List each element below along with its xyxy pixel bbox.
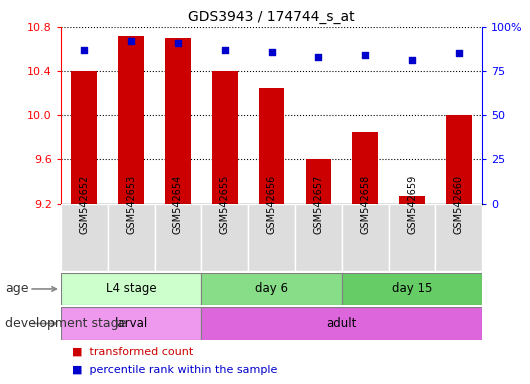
Text: day 15: day 15 bbox=[392, 283, 432, 295]
Point bbox=[408, 57, 417, 63]
Bar bbox=[61, 273, 201, 305]
Bar bbox=[436, 204, 482, 271]
Point bbox=[80, 47, 89, 53]
Bar bbox=[118, 36, 144, 204]
Text: ■  percentile rank within the sample: ■ percentile rank within the sample bbox=[72, 365, 277, 375]
Point bbox=[314, 54, 323, 60]
Text: GSM542652: GSM542652 bbox=[80, 174, 90, 234]
Bar bbox=[399, 196, 425, 204]
Bar bbox=[155, 204, 201, 271]
Bar bbox=[388, 204, 436, 271]
Bar bbox=[295, 204, 342, 271]
Bar bbox=[352, 132, 378, 204]
Text: age: age bbox=[5, 283, 29, 295]
Text: ■  transformed count: ■ transformed count bbox=[72, 346, 193, 356]
Text: GSM542656: GSM542656 bbox=[267, 174, 277, 234]
Text: GSM542657: GSM542657 bbox=[313, 174, 323, 234]
Text: development stage: development stage bbox=[5, 317, 127, 330]
Text: GSM542655: GSM542655 bbox=[220, 174, 230, 234]
Bar bbox=[61, 307, 201, 340]
Point bbox=[267, 48, 276, 55]
Bar bbox=[259, 88, 285, 204]
Point bbox=[127, 38, 136, 44]
Point bbox=[220, 47, 229, 53]
Text: GSM542654: GSM542654 bbox=[173, 174, 183, 234]
Title: GDS3943 / 174744_s_at: GDS3943 / 174744_s_at bbox=[188, 10, 355, 25]
Text: larval: larval bbox=[114, 317, 148, 330]
Bar bbox=[248, 204, 295, 271]
Text: day 6: day 6 bbox=[255, 283, 288, 295]
Bar bbox=[61, 204, 108, 271]
Text: L4 stage: L4 stage bbox=[106, 283, 156, 295]
Text: adult: adult bbox=[326, 317, 357, 330]
Point bbox=[455, 50, 463, 56]
Bar bbox=[446, 115, 472, 204]
Text: GSM542660: GSM542660 bbox=[454, 175, 464, 234]
Bar bbox=[201, 273, 342, 305]
Bar bbox=[306, 159, 331, 204]
Point bbox=[174, 40, 182, 46]
Point bbox=[361, 52, 369, 58]
Bar bbox=[342, 204, 388, 271]
Bar bbox=[165, 38, 191, 204]
Bar bbox=[201, 204, 248, 271]
Text: GSM542658: GSM542658 bbox=[360, 174, 370, 234]
Bar bbox=[212, 71, 237, 204]
Bar bbox=[201, 307, 482, 340]
Text: GSM542659: GSM542659 bbox=[407, 174, 417, 234]
Bar bbox=[108, 204, 155, 271]
Text: GSM542653: GSM542653 bbox=[126, 174, 136, 234]
Bar bbox=[72, 71, 97, 204]
Bar bbox=[342, 273, 482, 305]
